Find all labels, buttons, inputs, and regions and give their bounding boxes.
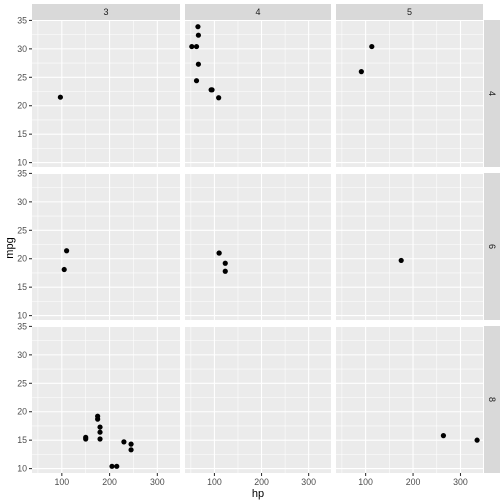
panel-4-6 — [185, 172, 331, 320]
y-tick-label: 35 — [17, 15, 27, 25]
data-point — [369, 43, 375, 50]
panel-3-8 — [32, 325, 180, 473]
y-tick-label: 20 — [17, 101, 27, 111]
y-tick-label: 15 — [17, 435, 27, 445]
y-tick-label: 10 — [17, 311, 27, 321]
x-tick-label: 300 — [301, 477, 316, 487]
panel-background — [32, 326, 180, 473]
panels-layer — [32, 19, 483, 473]
column-strip-background — [185, 4, 331, 20]
x-tick-label: 200 — [406, 477, 421, 487]
data-point — [193, 43, 200, 50]
panel-background — [336, 326, 483, 473]
data-point — [222, 260, 228, 266]
data-point — [398, 257, 404, 264]
column-strip-background — [32, 4, 180, 20]
x-tick-label: 100 — [54, 477, 69, 487]
data-point — [440, 433, 447, 439]
x-tick-label: 200 — [102, 477, 117, 487]
data-point — [97, 429, 103, 435]
x-axis-title: hp — [252, 488, 264, 500]
data-point — [97, 424, 103, 430]
y-tick-label: 15 — [17, 282, 27, 292]
data-point — [109, 463, 115, 469]
data-point — [222, 268, 228, 274]
data-point — [193, 78, 200, 84]
x-tick-label: 300 — [453, 477, 468, 487]
x-tick-label: 100 — [207, 477, 222, 487]
data-point — [195, 24, 201, 30]
panel-background — [32, 20, 180, 167]
panel-3-6 — [32, 172, 180, 320]
y-tick-label: 25 — [17, 225, 27, 235]
data-point — [216, 95, 222, 101]
row-strip-label: 4 — [487, 91, 497, 96]
x-axes: 100 200 300 100 200 300 100 200 300 — [54, 473, 468, 487]
panel-background — [32, 173, 180, 320]
panel-background — [336, 173, 483, 320]
data-point — [128, 441, 134, 447]
data-point — [474, 437, 480, 443]
y-tick-label: 35 — [17, 168, 27, 178]
data-point — [128, 447, 134, 453]
panel-background — [185, 173, 331, 320]
panel-background — [185, 20, 331, 167]
data-point — [195, 32, 202, 38]
x-tick-label: 100 — [358, 477, 373, 487]
panel-5-4 — [336, 19, 483, 167]
data-point — [57, 94, 63, 100]
y-tick-label: 30 — [17, 350, 27, 360]
y-tick-label: 35 — [17, 321, 27, 331]
column-strip-label: 5 — [407, 7, 412, 17]
panel-5-6 — [336, 172, 483, 320]
data-point — [208, 87, 214, 93]
row-strips: 4 6 8 — [484, 20, 500, 473]
panel-4-4 — [185, 19, 331, 167]
y-tick-label: 30 — [17, 44, 27, 54]
y-tick-label: 25 — [17, 72, 27, 82]
data-point — [195, 61, 202, 67]
data-point — [121, 439, 127, 445]
data-point — [95, 413, 101, 419]
points-layer — [57, 24, 480, 469]
panel-background — [336, 20, 483, 167]
data-point — [189, 43, 195, 50]
data-point — [114, 463, 120, 469]
panel-4-8 — [185, 325, 331, 473]
y-tick-label: 15 — [17, 129, 27, 139]
data-point — [83, 436, 89, 442]
y-tick-label: 20 — [17, 254, 27, 264]
row-strip-background — [484, 326, 500, 473]
panel-5-8 — [336, 325, 483, 473]
column-strip-background — [336, 4, 483, 20]
y-tick-label: 10 — [17, 158, 27, 168]
data-point — [97, 436, 103, 442]
data-point — [358, 69, 364, 75]
row-strip-background — [484, 173, 500, 320]
x-tick-label: 200 — [254, 477, 269, 487]
y-tick-label: 30 — [17, 197, 27, 207]
y-tick-label: 20 — [17, 407, 27, 417]
column-strips: 3 4 5 — [32, 4, 483, 20]
row-strip-label: 6 — [487, 244, 497, 249]
y-axis-title: mpg — [4, 237, 16, 258]
y-tick-label: 25 — [17, 378, 27, 388]
column-strip-label: 4 — [255, 7, 260, 17]
panel-3-4 — [32, 19, 180, 167]
y-tick-label: 10 — [17, 464, 27, 474]
column-strip-label: 3 — [103, 7, 108, 17]
data-point — [216, 250, 222, 256]
data-point — [64, 248, 70, 254]
panel-background — [185, 326, 331, 473]
row-strip-label: 8 — [487, 397, 497, 402]
data-point — [61, 266, 67, 273]
row-strip-background — [484, 20, 500, 167]
x-tick-label: 300 — [150, 477, 165, 487]
